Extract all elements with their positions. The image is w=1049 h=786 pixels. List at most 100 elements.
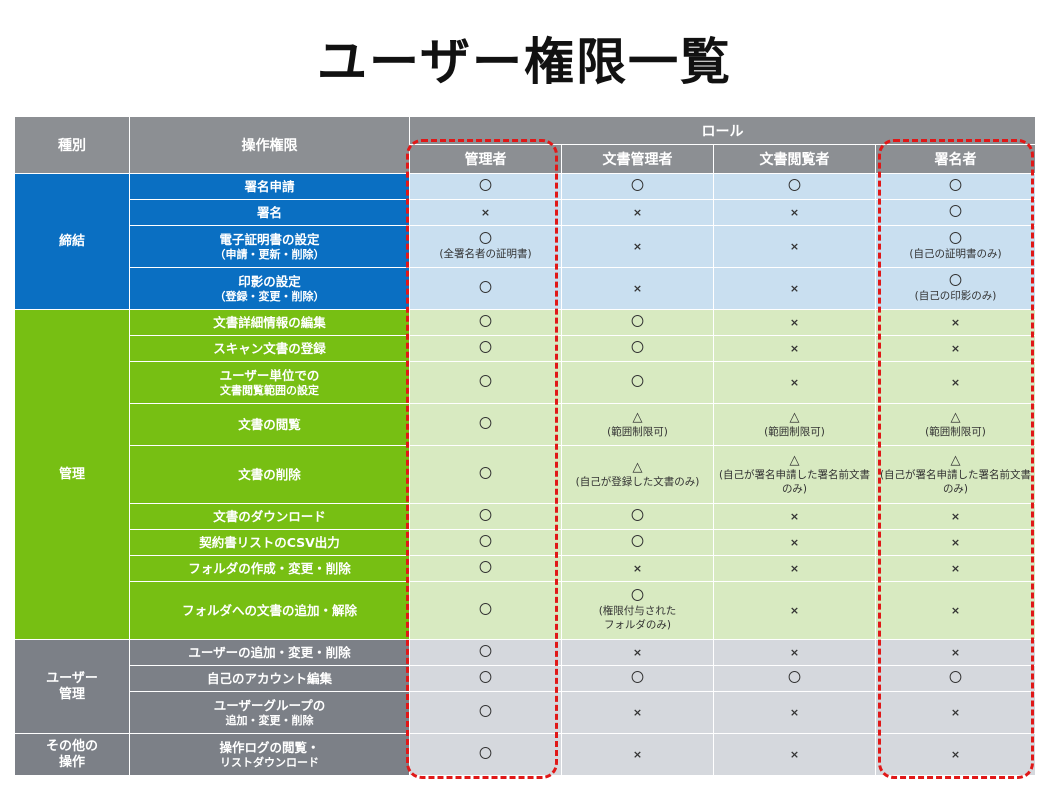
- permission-symbol: 〇: [478, 375, 492, 390]
- operation-cell: 文書の削除: [129, 445, 410, 504]
- table-row: ユーザーグループの 追加・変更・削除 〇 × × ×: [15, 691, 1036, 734]
- permission-symbol: 〇: [478, 417, 492, 432]
- permission-cell-signer: ×: [875, 555, 1036, 582]
- permission-cell-doc-manager: ×: [561, 639, 714, 666]
- permission-symbol: 〇: [787, 179, 801, 194]
- operation-label: 署名: [256, 204, 282, 220]
- permission-cell-admin: ×: [409, 199, 562, 226]
- permission-cell-admin: 〇: [409, 555, 562, 582]
- permission-cell-signer: ×: [875, 309, 1036, 336]
- operation-cell: フォルダへの文書の追加・解除: [129, 581, 410, 640]
- permission-symbol: ×: [789, 316, 800, 329]
- category-label: ユーザー: [46, 670, 98, 686]
- table-row: 文書のダウンロード 〇 〇 × ×: [15, 503, 1036, 530]
- permission-cell-admin: 〇: [409, 403, 562, 446]
- permission-symbol: ×: [480, 206, 491, 219]
- permission-cell-doc-viewer: ×: [713, 581, 876, 640]
- permission-symbol: 〇: [630, 179, 644, 194]
- permission-note: フォルダのみ): [603, 619, 672, 631]
- table-row: 文書の閲覧〇 △ (範囲制限可) △ (範囲制限可) △ (範囲制限可): [15, 403, 1036, 446]
- operation-cell: 電子証明書の設定 （申請・更新・削除）: [129, 225, 410, 268]
- permission-symbol: ×: [632, 706, 643, 719]
- permission-cell-doc-viewer: ×: [713, 335, 876, 362]
- permission-symbol: 〇: [787, 671, 801, 686]
- permission-cell-admin: 〇 (全署名者の証明書): [409, 225, 562, 268]
- permission-cell-signer: ×: [875, 639, 1036, 666]
- operation-label: 印影の設定: [238, 273, 301, 289]
- permission-symbol: ×: [632, 206, 643, 219]
- permission-note: (全署名者の証明書): [439, 248, 532, 260]
- table-row: 契約書リストのCSV出力 〇 〇 × ×: [15, 529, 1036, 556]
- permission-note: (範囲制限可): [764, 426, 825, 438]
- header-role-doc-manager: 文書管理者: [561, 144, 714, 174]
- operation-sublabel: 文書閲覧範囲の設定: [220, 383, 319, 397]
- permission-cell-signer: ×: [875, 361, 1036, 404]
- permission-symbol: △: [950, 453, 961, 468]
- permission-symbol: ×: [789, 240, 800, 253]
- permission-symbol: 〇: [478, 179, 492, 194]
- permission-symbol: 〇: [478, 509, 492, 524]
- permission-cell-doc-viewer: △ (範囲制限可): [713, 403, 876, 446]
- permission-symbol: ×: [789, 604, 800, 617]
- permission-symbol: 〇: [630, 589, 644, 604]
- permission-cell-doc-viewer: 〇: [713, 173, 876, 200]
- operation-label: 署名申請: [244, 178, 295, 194]
- permission-cell-doc-viewer: ×: [713, 199, 876, 226]
- permission-symbol: ×: [632, 646, 643, 659]
- permission-cell-doc-manager: 〇: [561, 529, 714, 556]
- permission-cell-admin: 〇: [409, 503, 562, 530]
- permission-cell-signer: 〇 (自己の証明書のみ): [875, 225, 1036, 268]
- permission-cell-signer: 〇: [875, 665, 1036, 692]
- permission-symbol: ×: [632, 748, 643, 761]
- permission-symbol: 〇: [948, 671, 962, 686]
- permission-symbol: 〇: [948, 205, 962, 220]
- permission-cell-doc-viewer: ×: [713, 267, 876, 310]
- category-label-line2: 操作: [58, 754, 85, 770]
- category-cell: 管理: [14, 309, 130, 640]
- table-row: フォルダの作成・変更・削除 〇 × × ×: [15, 555, 1036, 582]
- permission-symbol: ×: [950, 536, 961, 549]
- permission-table: 種別 操作権限 ロール 管理者 文書管理者 文書閲覧者 署名者 締結 署名申請〇〇…: [14, 116, 1036, 776]
- permission-symbol: 〇: [478, 341, 492, 356]
- permission-note: (範囲制限可): [607, 426, 668, 438]
- operation-label: 文書のダウンロード: [213, 508, 326, 524]
- operation-label: 自己のアカウント編集: [206, 670, 332, 686]
- permission-symbol: 〇: [478, 315, 492, 330]
- operation-sublabel: （申請・更新・削除）: [214, 247, 325, 261]
- permission-cell-doc-viewer: ×: [713, 309, 876, 336]
- header-role-admin: 管理者: [409, 144, 562, 174]
- permission-symbol: ×: [950, 748, 961, 761]
- permission-cell-admin: 〇: [409, 445, 562, 504]
- permission-cell-signer: ×: [875, 529, 1036, 556]
- permission-cell-doc-viewer: ×: [713, 503, 876, 530]
- operation-cell: 操作ログの閲覧・ リストダウンロード: [129, 733, 410, 776]
- operation-cell: 文書のダウンロード: [129, 503, 410, 530]
- permission-cell-signer: 〇 (自己の印影のみ): [875, 267, 1036, 310]
- header-role-signer: 署名者: [875, 144, 1036, 174]
- permission-symbol: ×: [789, 748, 800, 761]
- table-row: 電子証明書の設定 （申請・更新・削除）〇 (全署名者の証明書) × × 〇 (自己の証明書の…: [15, 225, 1036, 268]
- permission-symbol: ×: [950, 706, 961, 719]
- header-role-group: ロール: [409, 116, 1036, 145]
- permission-symbol: 〇: [630, 341, 644, 356]
- operation-cell: 署名申請: [129, 173, 410, 200]
- permission-symbol: 〇: [478, 281, 492, 296]
- permission-cell-signer: ×: [875, 691, 1036, 734]
- permission-symbol: 〇: [630, 509, 644, 524]
- permission-cell-signer: 〇: [875, 199, 1036, 226]
- permission-cell-doc-viewer: ×: [713, 555, 876, 582]
- permission-symbol: ×: [632, 562, 643, 575]
- permission-note: (自己の証明書のみ): [909, 248, 1002, 260]
- permission-note: (自己の印影のみ): [914, 290, 997, 302]
- permission-cell-doc-viewer: 〇: [713, 665, 876, 692]
- permission-cell-doc-manager: △ (範囲制限可): [561, 403, 714, 446]
- permission-cell-doc-manager: 〇: [561, 309, 714, 336]
- category-cell: その他の 操作: [14, 733, 130, 776]
- permission-cell-doc-viewer: ×: [713, 361, 876, 404]
- permission-cell-doc-manager: 〇: [561, 173, 714, 200]
- permission-cell-doc-viewer: ×: [713, 225, 876, 268]
- permission-symbol: 〇: [948, 232, 962, 247]
- operation-label: 契約書リストのCSV出力: [199, 534, 340, 550]
- permission-symbol: ×: [789, 282, 800, 295]
- category-cell: ユーザー 管理: [14, 639, 130, 734]
